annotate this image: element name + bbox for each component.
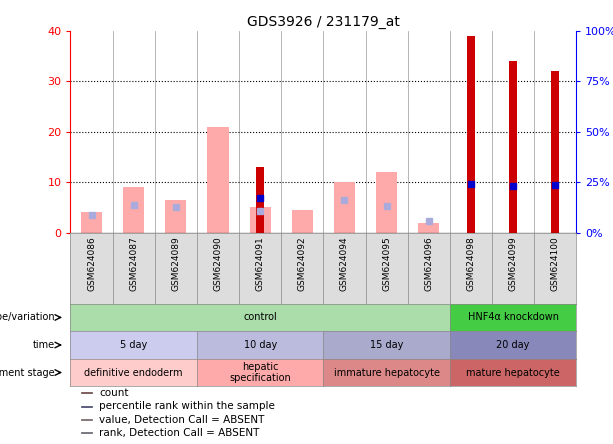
- Bar: [81, 419, 92, 420]
- Text: GSM624092: GSM624092: [298, 236, 306, 291]
- Text: GSM624100: GSM624100: [550, 236, 560, 291]
- Text: definitive endoderm: definitive endoderm: [85, 368, 183, 377]
- Text: GSM624090: GSM624090: [213, 236, 223, 291]
- Text: immature hepatocyte: immature hepatocyte: [333, 368, 440, 377]
- Text: rank, Detection Call = ABSENT: rank, Detection Call = ABSENT: [99, 428, 260, 438]
- Text: 10 day: 10 day: [243, 340, 276, 350]
- Bar: [509, 61, 517, 233]
- Bar: [207, 127, 229, 233]
- Bar: [552, 71, 559, 233]
- Text: time: time: [33, 340, 55, 350]
- Text: hepatic
specification: hepatic specification: [229, 362, 291, 383]
- Bar: [166, 200, 186, 233]
- Text: count: count: [99, 388, 129, 398]
- Text: GSM624091: GSM624091: [256, 236, 265, 291]
- Bar: [256, 167, 264, 233]
- Text: GSM624094: GSM624094: [340, 236, 349, 291]
- Bar: [467, 36, 474, 233]
- Text: HNF4α knockdown: HNF4α knockdown: [468, 313, 558, 322]
- Text: GSM624096: GSM624096: [424, 236, 433, 291]
- Bar: [81, 406, 92, 407]
- Text: value, Detection Call = ABSENT: value, Detection Call = ABSENT: [99, 415, 265, 424]
- Bar: [123, 187, 144, 233]
- Bar: [376, 172, 397, 233]
- Text: 15 day: 15 day: [370, 340, 403, 350]
- Text: GSM624087: GSM624087: [129, 236, 138, 291]
- Bar: [418, 222, 440, 233]
- Text: GSM624089: GSM624089: [172, 236, 180, 291]
- Bar: [81, 392, 92, 393]
- Text: mature hepatocyte: mature hepatocyte: [466, 368, 560, 377]
- Text: GSM624086: GSM624086: [87, 236, 96, 291]
- Text: percentile rank within the sample: percentile rank within the sample: [99, 401, 275, 411]
- Bar: [292, 210, 313, 233]
- Title: GDS3926 / 231179_at: GDS3926 / 231179_at: [247, 15, 400, 29]
- Text: GSM624099: GSM624099: [509, 236, 517, 291]
- Bar: [81, 213, 102, 233]
- Text: control: control: [243, 313, 277, 322]
- Text: 5 day: 5 day: [120, 340, 147, 350]
- Text: GSM624098: GSM624098: [466, 236, 475, 291]
- Text: 20 day: 20 day: [497, 340, 530, 350]
- Text: GSM624095: GSM624095: [382, 236, 391, 291]
- Bar: [81, 432, 92, 433]
- Text: development stage: development stage: [0, 368, 55, 377]
- Bar: [249, 207, 271, 233]
- Text: genotype/variation: genotype/variation: [0, 313, 55, 322]
- Bar: [334, 182, 355, 233]
